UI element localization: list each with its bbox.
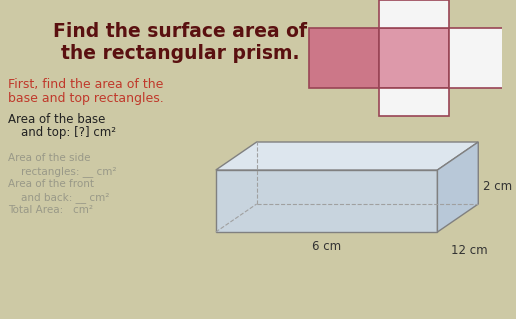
Text: First, find the area of the: First, find the area of the [8, 78, 163, 91]
Bar [309, 28, 379, 88]
Text: 12 cm: 12 cm [451, 244, 488, 257]
Text: and back: __ cm²: and back: __ cm² [21, 192, 110, 203]
Text: Area of the base: Area of the base [8, 113, 105, 126]
Text: and top: [?] cm²: and top: [?] cm² [21, 126, 117, 139]
Text: Area of the side: Area of the side [8, 153, 90, 163]
Bar [449, 28, 516, 88]
Bar [379, 28, 449, 88]
Polygon shape [216, 142, 478, 170]
Polygon shape [216, 170, 438, 232]
Text: Total Area:   cm²: Total Area: cm² [8, 205, 93, 215]
Text: 2 cm: 2 cm [483, 181, 512, 194]
Text: base and top rectangles.: base and top rectangles. [8, 92, 164, 105]
Text: rectangles: __ cm²: rectangles: __ cm² [21, 166, 117, 177]
Bar [379, 88, 449, 116]
Polygon shape [438, 142, 478, 232]
Text: the rectangular prism.: the rectangular prism. [60, 44, 299, 63]
Bar [379, 0, 449, 28]
Text: Area of the front: Area of the front [8, 179, 94, 189]
Text: Find the surface area of: Find the surface area of [53, 22, 307, 41]
Text: 6 cm: 6 cm [312, 240, 341, 253]
